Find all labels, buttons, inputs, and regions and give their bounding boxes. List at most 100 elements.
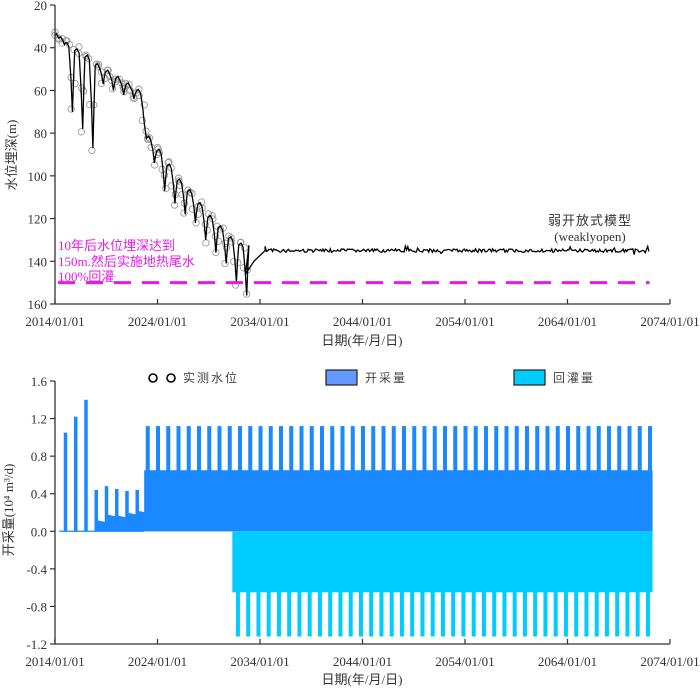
injection-bar (297, 591, 302, 637)
bottom-x-tick-label: 2074/01/01 (640, 654, 699, 669)
extraction-bar (412, 426, 417, 472)
extraction-bar (391, 426, 396, 472)
extraction-bar (320, 426, 324, 472)
extraction-bar (166, 426, 171, 472)
injection-baseline-block (232, 531, 653, 593)
extraction-bar (309, 426, 314, 472)
extraction-seasonal-fill (137, 510, 147, 532)
extraction-bar (94, 489, 98, 532)
bottom-y-tick-label: 1.2 (31, 412, 47, 427)
injection-bar (287, 591, 292, 637)
injection-bar (410, 591, 415, 637)
injection-bar (348, 591, 353, 637)
observed-point (135, 91, 143, 100)
top-x-tick-label: 2054/01/01 (435, 314, 494, 329)
top-y-tick-label: 60 (34, 83, 47, 98)
injection-bar (584, 591, 589, 637)
bars-group (59, 399, 653, 637)
extraction-injection-chart: 1.6 1.2 0.8 0.4 0.0 -0.4 -0.8 -1.2 2014/01/01 202… (1, 369, 700, 687)
extraction-bar (63, 432, 68, 532)
observed-point (97, 79, 106, 88)
extraction-bar (145, 426, 150, 472)
extraction-bar (535, 426, 540, 472)
bottom-x-tick-label: 2064/01/01 (538, 654, 597, 669)
extraction-bar (156, 426, 160, 472)
injection-bar (389, 591, 394, 637)
extraction-bar (207, 426, 212, 472)
extraction-bar (361, 426, 365, 472)
bottom-y-tick-label: -0.4 (26, 562, 47, 577)
injection-bar (645, 591, 650, 637)
injection-bar (399, 591, 404, 637)
extraction-bar (617, 426, 622, 472)
observed-point (222, 244, 231, 252)
top-axes: 20 40 60 80 100 120 140 160 2014/01/01 2024/01/01… (25, 0, 699, 329)
observed-point (230, 258, 238, 266)
injection-bar (574, 591, 579, 637)
injection-bar (502, 591, 507, 637)
injection-bar (522, 591, 527, 637)
observed-point (175, 177, 183, 185)
legend-injection-label: 回灌量 (553, 371, 595, 385)
observed-point (180, 209, 188, 217)
extraction-bar (125, 490, 129, 532)
extraction-bar (104, 486, 109, 532)
injection-bar (430, 591, 435, 637)
bottom-y-tick-label: -1.2 (26, 637, 47, 652)
observed-point (241, 244, 249, 252)
top-x-tick-label: 2024/01/01 (128, 314, 187, 329)
observed-point (236, 238, 245, 247)
extraction-bar (576, 426, 581, 472)
simulated-water-level-line (54, 32, 650, 296)
top-y-tick-label: 20 (34, 0, 47, 13)
injection-bar (451, 591, 456, 637)
observed-point (67, 105, 75, 113)
extraction-bar (84, 399, 88, 532)
extraction-bar (227, 426, 232, 472)
top-x-tick-label: 2034/01/01 (230, 314, 289, 329)
observed-point (221, 259, 229, 268)
bottom-y-axis-label: 开采量(10⁴ m³/d) (1, 464, 16, 557)
extraction-bar (484, 426, 488, 472)
legend-observed-label: 实测水位 (183, 370, 239, 385)
bottom-x-tick-label: 2024/01/01 (128, 654, 187, 669)
observed-point (77, 128, 86, 136)
extraction-bar (299, 426, 304, 472)
bottom-x-tick-label: 2014/01/01 (25, 654, 84, 669)
bottom-x-axis-label: 日期(年/月/日) (322, 672, 403, 687)
top-x-tick-label: 2064/01/01 (538, 314, 597, 329)
top-y-tick-label: 160 (28, 297, 48, 312)
observed-point (174, 174, 183, 182)
injection-bar (328, 591, 333, 637)
injection-bar (235, 591, 240, 637)
extraction-seasonal-fill (116, 515, 126, 532)
extraction-bar (555, 426, 560, 472)
water-depth-chart: 20 40 60 80 100 120 140 160 2014/01/01 2024/01/01… (4, 0, 700, 348)
bottom-x-tick-label: 2034/01/01 (230, 654, 289, 669)
extraction-bar (197, 426, 201, 472)
extraction-bar (248, 426, 253, 472)
extraction-bar (371, 426, 376, 472)
extraction-bar (432, 426, 437, 472)
extraction-bar (289, 426, 294, 472)
extraction-bar (453, 426, 458, 472)
observed-point (178, 190, 186, 199)
observed-point (140, 101, 148, 109)
top-x-tick-label: 2014/01/01 (25, 314, 84, 329)
extraction-bar (381, 426, 386, 472)
model-label-cn: 弱开放式模型 (548, 213, 632, 228)
injection-bar (338, 591, 343, 637)
extraction-bar (607, 426, 611, 472)
extraction-bar (627, 426, 632, 472)
observed-point (160, 171, 169, 179)
top-y-axis-label: 水位埋深(m) (4, 120, 19, 191)
legend-extraction-label: 开采量 (365, 371, 407, 385)
extraction-bar (268, 426, 273, 472)
bottom-y-tick-label: 0.8 (31, 449, 47, 464)
injection-bar (461, 591, 466, 637)
bottom-axes: 1.6 1.2 0.8 0.4 0.0 -0.4 -0.8 -1.2 2014/01/01 202… (25, 374, 699, 669)
extraction-bar (648, 426, 652, 472)
annotation-line-3: 100%回灌 (58, 269, 114, 284)
extraction-bar (135, 489, 139, 532)
extraction-baseline-block (144, 470, 653, 532)
